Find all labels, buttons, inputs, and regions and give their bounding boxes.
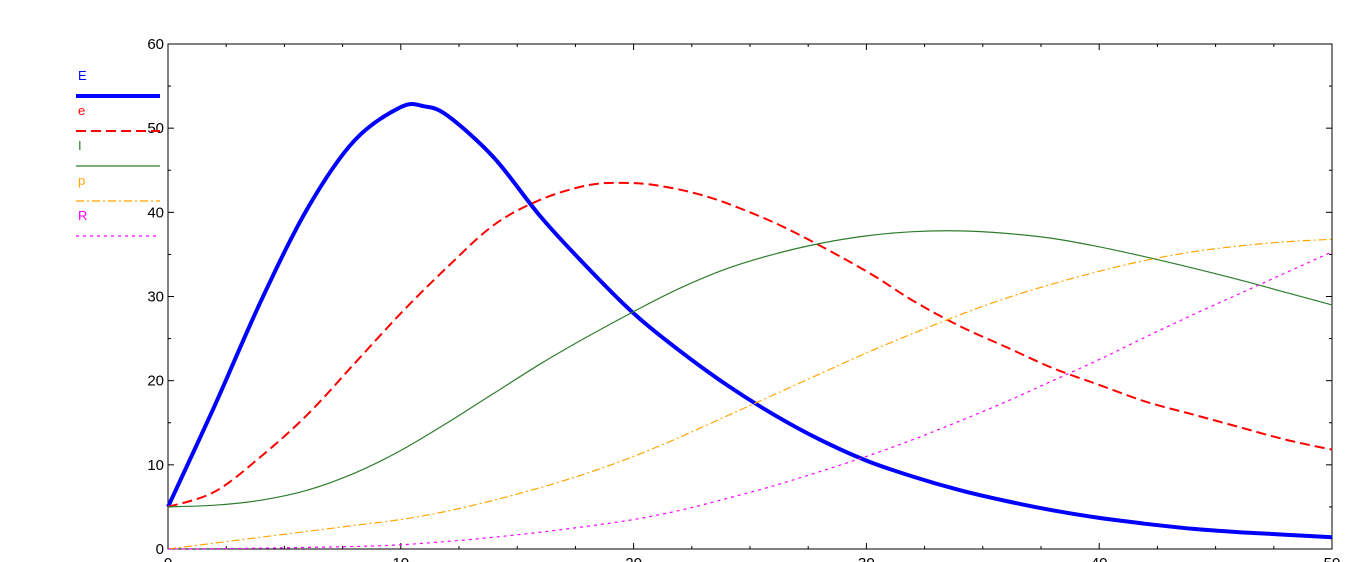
- legend-label-E: E: [78, 68, 87, 83]
- x-tick-label: 20: [625, 555, 642, 562]
- x-tick-label: 30: [858, 555, 875, 562]
- legend-label-I: I: [78, 138, 82, 153]
- legend-label-p: p: [78, 173, 85, 188]
- x-tick-label: 40: [1091, 555, 1108, 562]
- series-line-R: [167, 251, 1333, 550]
- legend-label-R: R: [78, 208, 87, 223]
- plot-frame: [167, 43, 1333, 550]
- y-tick-label: 30: [147, 289, 164, 306]
- x-tick-label: 50: [1324, 555, 1341, 562]
- series-line-p: [167, 238, 1333, 550]
- y-tick-label: 50: [147, 120, 164, 137]
- legend-label-e: e: [78, 103, 85, 118]
- series-lines: [166, 101, 1333, 550]
- y-tick-label: 60: [147, 36, 164, 53]
- axis-ticks: [167, 43, 1333, 550]
- series-line-E: [166, 101, 1333, 540]
- y-tick-label: 10: [147, 457, 164, 474]
- x-tick-label: 0: [164, 555, 172, 562]
- series-line-e: [167, 181, 1333, 508]
- y-tick-label: 40: [147, 204, 164, 221]
- y-tick-label: 0: [156, 541, 164, 558]
- legend: Ee Ip R: [76, 68, 160, 237]
- y-tick-label: 20: [147, 373, 164, 390]
- axis-tick-labels: 0 10 20 30 40 50 60 0 10 20 30 40 50: [147, 36, 1340, 562]
- series-line-I: [167, 230, 1333, 508]
- x-tick-label: 10: [392, 555, 409, 562]
